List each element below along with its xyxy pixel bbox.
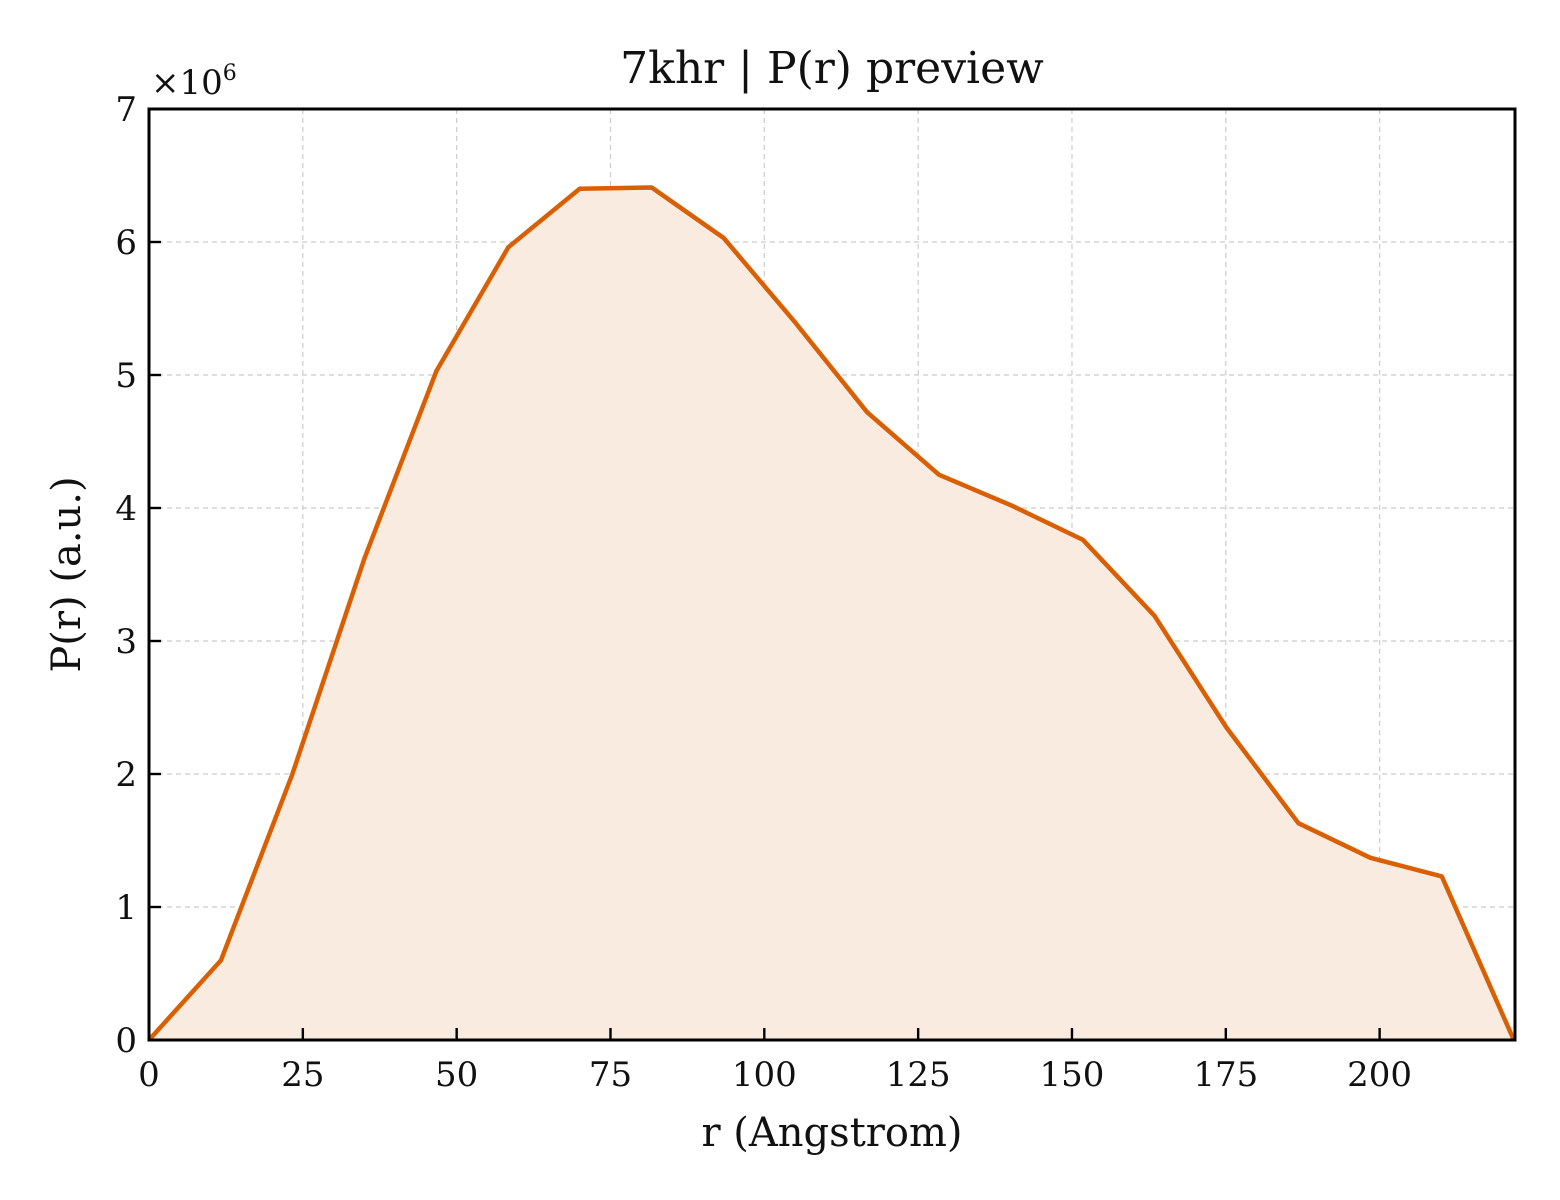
x-tick-label: 0	[138, 1055, 160, 1095]
y-multiplier-base: ×10	[151, 63, 223, 103]
y-tick-label: 6	[115, 223, 137, 263]
y-tick-label: 3	[115, 622, 137, 662]
y-tick-label: 7	[115, 90, 137, 130]
pr-area-fill	[149, 187, 1514, 1040]
x-tick-label: 75	[589, 1055, 632, 1095]
plot-frame	[147, 107, 1517, 1042]
chart-title: 7khr | P(r) preview	[620, 43, 1044, 94]
x-tick-label: 100	[732, 1055, 797, 1095]
x-tick-label: 175	[1193, 1055, 1258, 1095]
y-multiplier-exponent: 6	[223, 61, 237, 86]
y-tick-label: 0	[115, 1021, 137, 1061]
x-tick-label: 25	[281, 1055, 324, 1095]
y-tick-label: 1	[115, 888, 137, 928]
x-tick-label: 125	[886, 1055, 951, 1095]
y-tick-label: 5	[115, 356, 137, 396]
pr-data-line	[147, 185, 1516, 1042]
x-tick-label: 150	[1040, 1055, 1105, 1095]
x-tick-label: 50	[435, 1055, 478, 1095]
y-tick-label: 2	[115, 755, 137, 795]
y-axis-label: P(r) (a.u.)	[44, 476, 90, 672]
x-axis-label: r (Angstrom)	[701, 1110, 962, 1156]
x-tick-label: 200	[1347, 1055, 1412, 1095]
y-axis-multiplier: ×106	[151, 61, 237, 103]
y-tick-label: 4	[115, 489, 137, 529]
